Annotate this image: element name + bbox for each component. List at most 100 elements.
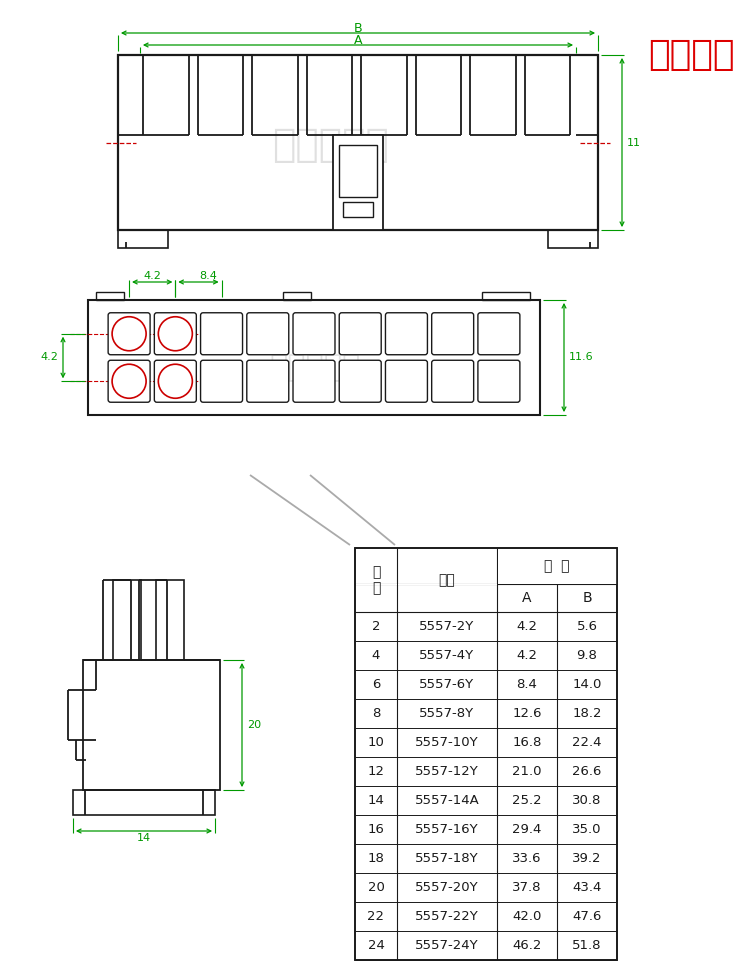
Text: 11: 11 [627, 137, 641, 147]
Text: 5557-12Y: 5557-12Y [416, 765, 478, 778]
FancyBboxPatch shape [339, 360, 381, 403]
Text: 22.4: 22.4 [572, 736, 602, 749]
Text: 20: 20 [247, 720, 261, 730]
Text: 锦力升电子: 锦力升电子 [272, 126, 388, 164]
Bar [283, 292, 311, 300]
Text: 5.6: 5.6 [577, 620, 598, 633]
FancyBboxPatch shape [478, 312, 520, 355]
Text: 25.2: 25.2 [512, 794, 542, 807]
Text: 4.2: 4.2 [40, 353, 58, 362]
Text: 35.0: 35.0 [572, 823, 602, 836]
Text: 42.0: 42.0 [512, 910, 542, 923]
Bar [356, 583, 397, 585]
FancyBboxPatch shape [108, 360, 150, 403]
Text: 22: 22 [368, 910, 385, 923]
Text: 11.6: 11.6 [569, 353, 594, 362]
Text: 39.2: 39.2 [572, 852, 602, 865]
Text: 16.8: 16.8 [512, 736, 542, 749]
Text: 5557-10Y: 5557-10Y [416, 736, 478, 749]
FancyBboxPatch shape [247, 312, 289, 355]
Text: 5557-22Y: 5557-22Y [416, 910, 478, 923]
FancyBboxPatch shape [154, 312, 196, 355]
Bar [83, 660, 220, 790]
Text: 51.8: 51.8 [572, 939, 602, 952]
FancyBboxPatch shape [200, 360, 242, 403]
Text: 4.2: 4.2 [143, 271, 161, 281]
Text: 5557-18Y: 5557-18Y [416, 852, 478, 865]
FancyBboxPatch shape [478, 360, 520, 403]
Text: 9.8: 9.8 [577, 649, 598, 662]
Bar [333, 135, 383, 230]
FancyBboxPatch shape [247, 360, 289, 403]
Text: B: B [582, 591, 592, 605]
Text: 尺  寸: 尺 寸 [544, 559, 570, 573]
FancyBboxPatch shape [154, 360, 196, 403]
Text: 33.6: 33.6 [512, 852, 542, 865]
Bar [333, 135, 383, 230]
Text: 5557-4Y: 5557-4Y [419, 649, 475, 662]
Text: 5557-16Y: 5557-16Y [416, 823, 478, 836]
Text: 43.4: 43.4 [572, 881, 602, 894]
Bar [339, 145, 377, 197]
Bar [355, 548, 617, 960]
Text: 型号: 型号 [439, 573, 455, 587]
Text: 5557-24Y: 5557-24Y [416, 939, 478, 952]
Bar [548, 230, 598, 248]
Bar [88, 300, 540, 415]
Bar [398, 583, 496, 585]
Text: 47.6: 47.6 [572, 910, 602, 923]
FancyBboxPatch shape [293, 312, 335, 355]
Bar [118, 230, 168, 248]
FancyBboxPatch shape [386, 360, 427, 403]
FancyBboxPatch shape [432, 360, 474, 403]
Text: 8.4: 8.4 [200, 271, 217, 281]
Text: 4: 4 [372, 649, 380, 662]
Text: 2: 2 [372, 620, 380, 633]
FancyBboxPatch shape [339, 312, 381, 355]
Text: 21.0: 21.0 [512, 765, 542, 778]
Text: 18: 18 [368, 852, 385, 865]
Text: 12.6: 12.6 [512, 707, 542, 720]
Bar [73, 790, 215, 815]
Text: 46.2: 46.2 [512, 939, 542, 952]
Text: 4.2: 4.2 [517, 649, 538, 662]
Text: A: A [354, 34, 362, 46]
Text: 20: 20 [368, 881, 385, 894]
FancyBboxPatch shape [108, 312, 150, 355]
Bar [343, 202, 373, 217]
Bar [113, 580, 141, 660]
Text: 18.2: 18.2 [572, 707, 602, 720]
Bar [497, 549, 616, 583]
Bar [118, 55, 598, 230]
Text: 5557-8Y: 5557-8Y [419, 707, 475, 720]
Text: 14.0: 14.0 [572, 678, 602, 691]
FancyBboxPatch shape [432, 312, 474, 355]
Text: 5557-2Y: 5557-2Y [419, 620, 475, 633]
Bar [482, 292, 530, 300]
Bar [96, 292, 124, 300]
FancyBboxPatch shape [386, 312, 427, 355]
Text: 位
数: 位 数 [372, 565, 380, 595]
Text: 12: 12 [368, 765, 385, 778]
Text: 30.8: 30.8 [572, 794, 602, 807]
Text: 5557-6Y: 5557-6Y [419, 678, 475, 691]
FancyBboxPatch shape [293, 360, 335, 403]
Text: 5557-14A: 5557-14A [415, 794, 479, 807]
Text: 双排公壳: 双排公壳 [649, 38, 735, 72]
Text: 16: 16 [368, 823, 385, 836]
Text: B: B [354, 21, 362, 35]
Text: 8: 8 [372, 707, 380, 720]
Text: 10: 10 [368, 736, 385, 749]
Bar [156, 580, 184, 660]
Text: 6: 6 [372, 678, 380, 691]
Text: 8.4: 8.4 [517, 678, 538, 691]
Text: 37.8: 37.8 [512, 881, 542, 894]
Text: 29.4: 29.4 [512, 823, 542, 836]
Text: 4.2: 4.2 [517, 620, 538, 633]
Text: 26.6: 26.6 [572, 765, 602, 778]
FancyBboxPatch shape [200, 312, 242, 355]
Text: 24: 24 [368, 939, 385, 952]
Text: 锦力升电子: 锦力升电子 [269, 354, 361, 382]
Text: 5557-20Y: 5557-20Y [416, 881, 478, 894]
Text: 14: 14 [368, 794, 385, 807]
